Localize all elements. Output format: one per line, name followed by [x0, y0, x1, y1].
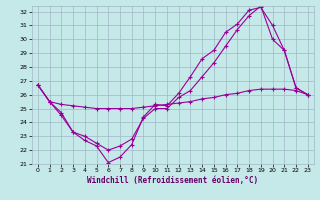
X-axis label: Windchill (Refroidissement éolien,°C): Windchill (Refroidissement éolien,°C) — [87, 176, 258, 185]
